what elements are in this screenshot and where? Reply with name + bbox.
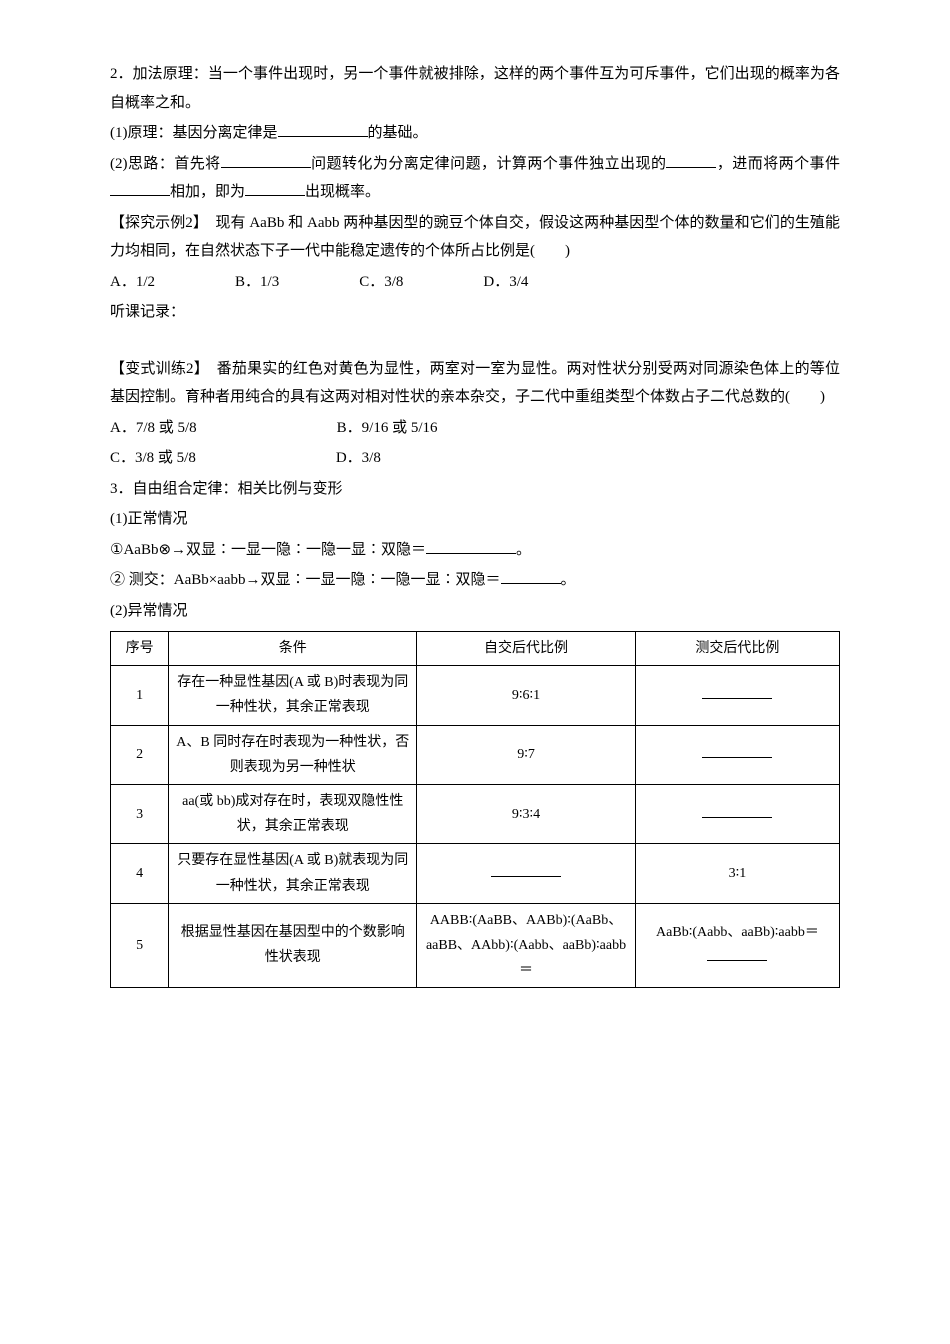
- option-c: C．3/8: [359, 268, 403, 297]
- table-cell: 4: [111, 844, 169, 903]
- table-cell: 9∶6∶1: [417, 666, 636, 725]
- table-row: 2A、B 同时存在时表现为一种性状，否则表现为另一种性状9∶7: [111, 725, 840, 784]
- principle-line: (1)原理：基因分离定律是 的基础。: [110, 119, 840, 148]
- table-cell: 3: [111, 784, 169, 843]
- text: ①AaBb⊗→双显∶一显一隐∶一隐一显∶双隐＝: [110, 542, 426, 558]
- blank: [501, 568, 561, 584]
- table-cell: 1: [111, 666, 169, 725]
- table-cell: AABB∶(AaBB、AABb)∶(AaBb、aaBB、AAbb)∶(Aabb、…: [417, 903, 636, 988]
- blank: [245, 180, 305, 196]
- table-row: 1存在一种显性基因(A 或 B)时表现为同一种性状，其余正常表现9∶6∶1: [111, 666, 840, 725]
- normal-case-1: ①AaBb⊗→双显∶一显一隐∶一隐一显∶双隐＝ 。: [110, 536, 840, 565]
- option-c: C．3/8 或 5/8: [110, 444, 196, 473]
- table-cell: [635, 725, 839, 784]
- text: 。: [561, 572, 576, 588]
- blank: [666, 152, 716, 168]
- blank: [702, 743, 772, 758]
- section-3-title: 3．自由组合定律：相关比例与变形: [110, 475, 840, 504]
- table-row: 3aa(或 bb)成对存在时，表现双隐性性状，其余正常表现9∶3∶4: [111, 784, 840, 843]
- table-cell: [635, 666, 839, 725]
- table-cell: 5: [111, 903, 169, 988]
- table-row: 5根据显性基因在基因型中的个数影响性状表现AABB∶(AaBB、AABb)∶(A…: [111, 903, 840, 988]
- option-a: A．7/8 或 5/8: [110, 414, 197, 443]
- blank: [702, 803, 772, 818]
- text: (1)原理：基因分离定律是: [110, 125, 278, 141]
- example-2: 【探究示例2】 现有 AaBb 和 Aabb 两种基因型的豌豆个体自交，假设这两…: [110, 209, 840, 266]
- text: 相加，即为: [170, 184, 245, 200]
- text: 出现概率。: [305, 184, 380, 200]
- blank: [707, 946, 767, 961]
- text: (2)思路：首先将: [110, 156, 221, 172]
- option-b: B．9/16 或 5/16: [337, 414, 438, 443]
- text: ，进而将两个事件: [716, 156, 840, 172]
- blank: [491, 862, 561, 877]
- option-a: A．1/2: [110, 268, 155, 297]
- table-cell: [417, 844, 636, 903]
- table-cell: 只要存在显性基因(A 或 B)就表现为同一种性状，其余正常表现: [169, 844, 417, 903]
- abnormal-case-table: 序号 条件 自交后代比例 测交后代比例 1存在一种显性基因(A 或 B)时表现为…: [110, 631, 840, 988]
- abnormal-case-heading: (2)异常情况: [110, 597, 840, 626]
- text: 。: [516, 542, 531, 558]
- table-cell: 2: [111, 725, 169, 784]
- blank: [221, 152, 311, 168]
- table-row: 4只要存在显性基因(A 或 B)就表现为同一种性状，其余正常表现 3∶1: [111, 844, 840, 903]
- variant-2-options-row1: A．7/8 或 5/8 B．9/16 或 5/16: [110, 414, 840, 443]
- table-cell: 9∶3∶4: [417, 784, 636, 843]
- table-body: 1存在一种显性基因(A 或 B)时表现为同一种性状，其余正常表现9∶6∶12A、…: [111, 666, 840, 988]
- thought-line: (2)思路：首先将 问题转化为分离定律问题，计算两个事件独立出现的 ，进而将两个事件…: [110, 150, 840, 207]
- table-cell: [635, 784, 839, 843]
- normal-case-2: ② 测交：AaBb×aabb→双显∶一显一隐∶一隐一显∶双隐＝ 。: [110, 566, 840, 595]
- blank: [426, 538, 516, 554]
- option-d: D．3/8: [336, 444, 381, 473]
- option-b: B．1/3: [235, 268, 279, 297]
- table-cell: 3∶1: [635, 844, 839, 903]
- col-self: 自交后代比例: [417, 632, 636, 666]
- col-num: 序号: [111, 632, 169, 666]
- blank: [278, 121, 368, 137]
- document-page: 2．加法原理：当一个事件出现时，另一个事件就被排除，这样的两个事件互为可斥事件，…: [0, 0, 950, 1344]
- table-cell: aa(或 bb)成对存在时，表现双隐性性状，其余正常表现: [169, 784, 417, 843]
- listen-record: 听课记录：: [110, 298, 840, 327]
- table-cell: 根据显性基因在基因型中的个数影响性状表现: [169, 903, 417, 988]
- blank: [702, 684, 772, 699]
- table-cell: 存在一种显性基因(A 或 B)时表现为同一种性状，其余正常表现: [169, 666, 417, 725]
- col-test: 测交后代比例: [635, 632, 839, 666]
- text: 问题转化为分离定律问题，计算两个事件独立出现的: [311, 156, 667, 172]
- table-cell: AaBb∶(Aabb、aaBb)∶aabb＝: [635, 903, 839, 988]
- option-d: D．3/4: [483, 268, 528, 297]
- blank: [110, 180, 170, 196]
- table-cell: 9∶7: [417, 725, 636, 784]
- paragraph-addition-principle: 2．加法原理：当一个事件出现时，另一个事件就被排除，这样的两个事件互为可斥事件，…: [110, 60, 840, 117]
- variant-2: 【变式训练2】 番茄果实的红色对黄色为显性，两室对一室为显性。两对性状分别受两对…: [110, 355, 840, 412]
- variant-2-options-row2: C．3/8 或 5/8 D．3/8: [110, 444, 840, 473]
- col-cond: 条件: [169, 632, 417, 666]
- example-2-options: A．1/2 B．1/3 C．3/8 D．3/4: [110, 268, 840, 297]
- text: 的基础。: [368, 125, 428, 141]
- table-cell: A、B 同时存在时表现为一种性状，否则表现为另一种性状: [169, 725, 417, 784]
- text: ② 测交：AaBb×aabb→双显∶一显一隐∶一隐一显∶双隐＝: [110, 572, 501, 588]
- normal-case-heading: (1)正常情况: [110, 505, 840, 534]
- table-header-row: 序号 条件 自交后代比例 测交后代比例: [111, 632, 840, 666]
